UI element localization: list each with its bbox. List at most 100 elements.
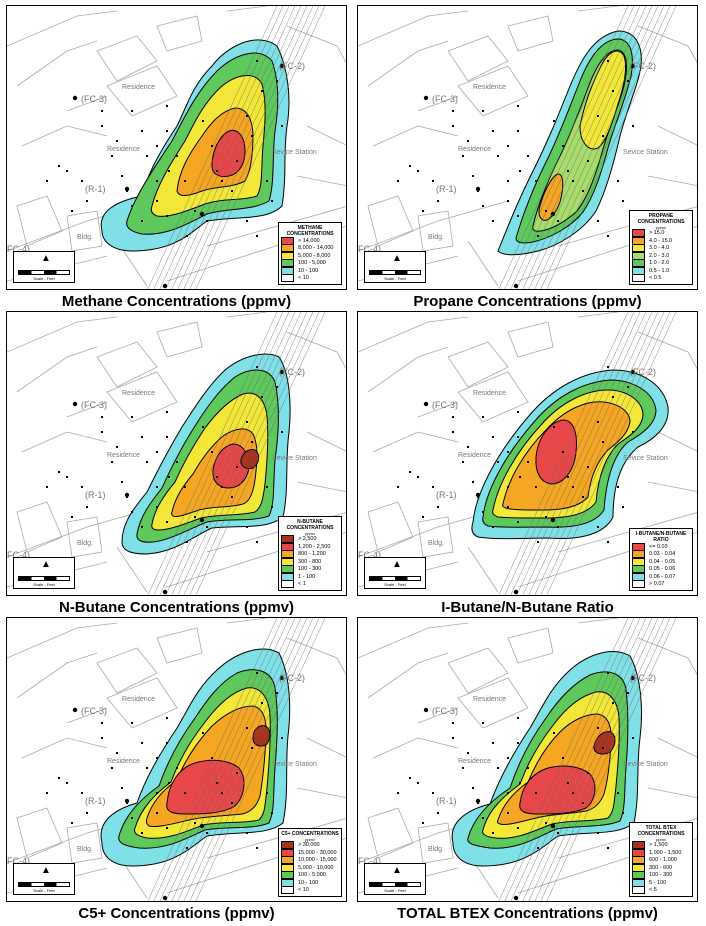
- sample-point: [166, 436, 168, 438]
- well-marker: [513, 283, 519, 289]
- sample-point: [58, 777, 60, 779]
- pipeline-line: [147, 312, 278, 595]
- scale-bar: ▲ Scale - Feet: [364, 251, 426, 283]
- sample-point: [281, 431, 283, 433]
- r1-label: (R-1): [85, 490, 106, 500]
- legend-label: 100 - 300: [649, 872, 673, 879]
- sample-point: [507, 792, 509, 794]
- basemap-line: [358, 200, 509, 252]
- pipeline-line: [171, 618, 302, 901]
- basemap-line: [577, 618, 619, 624]
- sample-point: [246, 421, 248, 423]
- pipeline-line: [177, 6, 308, 289]
- legend-title: TOTAL BTEX CONCENTRATIONS: [637, 824, 685, 837]
- residence-label: Residence: [122, 696, 156, 703]
- basemap-line: [372, 737, 459, 759]
- sample-point: [537, 847, 539, 849]
- pipeline-line: [534, 618, 665, 901]
- basemap-line: [206, 818, 346, 859]
- legend: PROPANE CONCENTRATIONS ppmv > 15.0 4.0 - 15…: [629, 209, 693, 285]
- basemap-line: [16, 652, 98, 699]
- pipeline-line: [504, 6, 635, 289]
- sample-point: [236, 160, 238, 162]
- sample-point: [156, 486, 158, 488]
- sample-point: [71, 822, 73, 824]
- legend-label: <= 0.03: [649, 543, 668, 550]
- well-marker: [162, 283, 168, 289]
- basemap-line: [296, 175, 346, 187]
- sample-point: [101, 431, 103, 433]
- legend-label: 1 - 100: [298, 573, 316, 580]
- well-marker: [630, 63, 636, 69]
- sample-point: [131, 817, 133, 819]
- pipeline-line: [546, 618, 677, 901]
- basemap-line: [16, 346, 98, 393]
- sample-point: [507, 200, 509, 202]
- fc4-label: FC-4): [358, 244, 381, 254]
- basemap-line: [7, 622, 118, 659]
- sample-point: [202, 732, 204, 734]
- pipeline-line: [510, 6, 641, 289]
- contour-map: [7, 6, 346, 289]
- sample-point: [437, 506, 439, 508]
- pipeline-line: [510, 618, 641, 901]
- legend-title: METHANE CONCENTRATIONS: [286, 225, 334, 237]
- sample-point: [166, 742, 168, 744]
- sample-point: [216, 782, 218, 784]
- sample-point: [206, 832, 208, 834]
- sample-point: [251, 135, 253, 137]
- fc3-label: (FC-3): [81, 94, 107, 104]
- basemap-line: [577, 6, 619, 12]
- sample-point: [231, 802, 233, 804]
- bldg-label: Bldg.: [428, 846, 444, 853]
- sample-point: [116, 752, 118, 754]
- pipeline-line: [528, 6, 659, 289]
- panel-caption: TOTAL BTEX Concentrations (ppmv): [397, 905, 658, 922]
- sample-point: [156, 812, 158, 814]
- sample-point: [587, 772, 589, 774]
- basemap-line: [647, 787, 697, 799]
- sample-point: [397, 486, 399, 488]
- sample-point: [572, 180, 574, 182]
- sample-point: [251, 747, 253, 749]
- sample-point: [66, 476, 68, 478]
- pipeline-line: [522, 312, 653, 595]
- sample-point: [602, 135, 604, 137]
- sample-point: [116, 446, 118, 448]
- legend-label: > 0.07: [649, 581, 665, 588]
- sample-point: [632, 737, 634, 739]
- basemap-line: [467, 546, 499, 593]
- basemap-line: [637, 637, 697, 676]
- sample-point: [517, 717, 519, 719]
- fc2-label: (FC-2): [279, 673, 305, 683]
- sample-point: [432, 486, 434, 488]
- scale-bar: ▲ Scale - Feet: [13, 863, 75, 895]
- sample-point: [517, 130, 519, 132]
- sample-point: [211, 451, 213, 453]
- pipeline-line: [159, 618, 290, 901]
- legend-unit: ppmv: [305, 836, 315, 842]
- pipeline-line: [165, 618, 296, 901]
- sample-point: [156, 200, 158, 202]
- panel-caption: Methane Concentrations (ppmv): [61, 293, 292, 310]
- legend-label: < 5: [649, 887, 657, 894]
- scale-bar-graphic: [369, 882, 421, 887]
- sample-point: [517, 105, 519, 107]
- sample-point: [467, 752, 469, 754]
- well-marker: [550, 823, 556, 829]
- basemap-line: [16, 195, 63, 247]
- sample-point: [231, 190, 233, 192]
- sample-point: [86, 506, 88, 508]
- fc4-label: FC-4): [7, 550, 30, 560]
- sample-point: [557, 832, 559, 834]
- sample-point: [101, 416, 103, 418]
- sample-point: [602, 747, 604, 749]
- sample-point: [166, 105, 168, 107]
- well-marker: [162, 589, 168, 595]
- basemap-line: [417, 401, 459, 418]
- basemap-line: [66, 516, 103, 558]
- basemap-line: [367, 195, 414, 247]
- sample-point: [582, 802, 584, 804]
- legend-label: 5 - 100: [649, 879, 667, 886]
- pipeline-line: [159, 6, 290, 289]
